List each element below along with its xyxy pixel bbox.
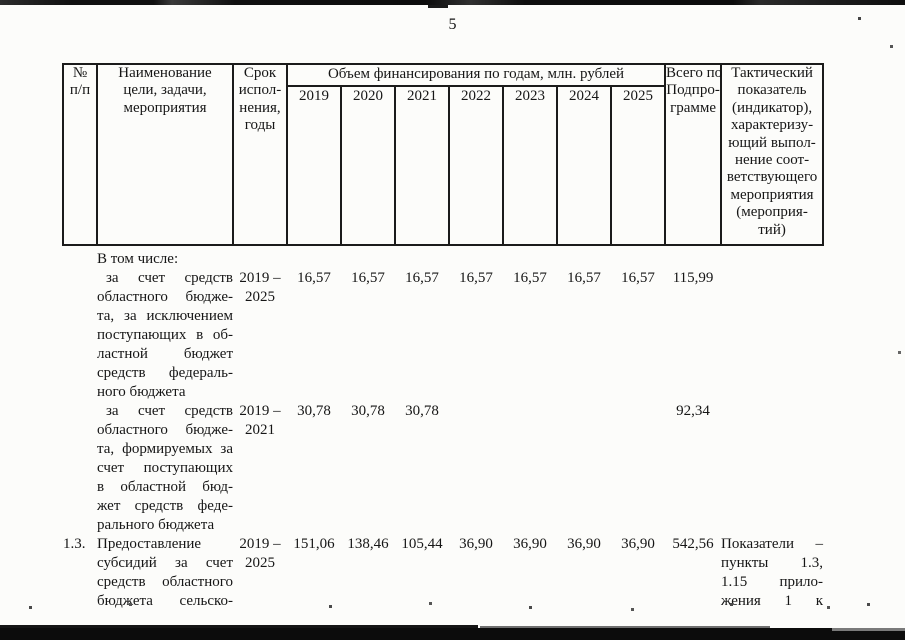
cell-year-value: 16,57 bbox=[621, 270, 655, 286]
cell-name: Предоставление субсидий за счет средств об… bbox=[97, 536, 233, 609]
cell-year-value: 30,78 bbox=[351, 403, 385, 419]
cell-name: за счет средств областного бюдже-та, за и… bbox=[97, 270, 233, 400]
cell-name: за счет средств областного бюдже-та, форм… bbox=[97, 403, 233, 533]
header-row-years: 2019 2020 2021 2022 2023 2024 2025 bbox=[63, 85, 823, 246]
cell-year-value: 36,90 bbox=[513, 536, 547, 552]
cell-year-value: 138,46 bbox=[347, 536, 389, 552]
cell-year-value bbox=[503, 402, 557, 535]
scan-artifact-speckles bbox=[0, 0, 1, 1]
table-body: В том числе: за счет средств областного б… bbox=[63, 245, 823, 611]
scan-artifact-top-bar bbox=[0, 0, 905, 5]
cell-year-value: 16,57 bbox=[297, 270, 331, 286]
group-label: В том числе: bbox=[97, 251, 179, 267]
cell-term bbox=[233, 245, 287, 269]
page-number: 5 bbox=[448, 16, 457, 33]
cell-year-value bbox=[557, 245, 611, 269]
cell-year-value: 16,57 bbox=[459, 270, 493, 286]
table-row-group-label: В том числе: bbox=[63, 245, 823, 269]
col-header-year-2020: 2020 bbox=[340, 85, 396, 246]
table-row-1-3-subsidies: 1.3. Предоставление субсидий за счет средс… bbox=[63, 535, 823, 611]
cell-total: 115,99 bbox=[672, 270, 714, 286]
cell-term: 2019 –2021 bbox=[239, 403, 281, 438]
cell-year-value: 36,90 bbox=[567, 536, 601, 552]
cell-number bbox=[63, 402, 97, 535]
cell-year-value bbox=[503, 245, 557, 269]
cell-year-value: 105,44 bbox=[401, 536, 443, 552]
cell-term: 2019 –2025 bbox=[239, 536, 281, 571]
cell-year-value bbox=[341, 245, 395, 269]
table-header: № п/п Наименование цели, задачи, мероприяти… bbox=[62, 63, 825, 246]
table-row-regional-budget: за счет средств областного бюдже-та, за и… bbox=[63, 269, 823, 402]
scan-artifact-bottom-bar bbox=[0, 625, 905, 640]
cell-term: 2019 –2025 bbox=[239, 270, 281, 305]
col-header-year-2025: 2025 bbox=[609, 85, 667, 246]
financing-table: № п/п Наименование цели, задачи, мероприяти… bbox=[62, 63, 825, 611]
col-header-name: Наименование цели, задачи, мероприятия bbox=[96, 63, 234, 246]
cell-year-value: 30,78 bbox=[297, 403, 331, 419]
col-header-year-2023: 2023 bbox=[502, 85, 558, 246]
cell-year-value: 36,90 bbox=[459, 536, 493, 552]
cell-number: 1.3. bbox=[63, 536, 86, 552]
cell-year-value bbox=[611, 402, 665, 535]
cell-year-value bbox=[449, 245, 503, 269]
col-header-total: Всего по Подпро-грамме bbox=[664, 63, 722, 246]
cell-year-value: 16,57 bbox=[351, 270, 385, 286]
col-header-year-2019: 2019 bbox=[286, 85, 342, 246]
cell-year-value bbox=[449, 402, 503, 535]
cell-total bbox=[665, 245, 721, 269]
cell-year-value: 16,57 bbox=[513, 270, 547, 286]
col-header-term: Срок испол-нения, годы bbox=[232, 63, 288, 246]
scan-artifact-smudge bbox=[428, 5, 448, 8]
col-header-indicator: Тактический показатель (индикатор), характе… bbox=[720, 63, 825, 246]
table-row-federal-funds: за счет средств областного бюдже-та, форм… bbox=[63, 402, 823, 535]
cell-year-value bbox=[557, 402, 611, 535]
cell-year-value: 16,57 bbox=[567, 270, 601, 286]
header-row-1: № п/п Наименование цели, задачи, мероприяти… bbox=[62, 63, 825, 246]
col-header-year-2022: 2022 bbox=[448, 85, 504, 246]
cell-indicator bbox=[721, 269, 823, 402]
col-header-year-2021: 2021 bbox=[394, 85, 450, 246]
cell-year-value: 36,90 bbox=[621, 536, 655, 552]
cell-indicator bbox=[721, 245, 823, 269]
cell-indicator bbox=[721, 402, 823, 535]
cell-indicator: Показатели – пункты 1.3, 1.15 прило-жения … bbox=[721, 536, 824, 609]
cell-number bbox=[63, 245, 97, 269]
cell-year-value: 16,57 bbox=[405, 270, 439, 286]
cell-total: 542,56 bbox=[672, 536, 714, 552]
cell-number bbox=[63, 269, 97, 402]
col-header-year-2024: 2024 bbox=[556, 85, 612, 246]
cell-year-value bbox=[287, 245, 341, 269]
cell-total: 92,34 bbox=[676, 403, 710, 419]
col-header-volume: Объем финансирования по годам, млн. рубл… bbox=[285, 63, 667, 87]
cell-year-value bbox=[611, 245, 665, 269]
cell-year-value bbox=[395, 245, 449, 269]
scan-artifact-bottom-gray bbox=[832, 628, 905, 631]
col-header-number: № п/п bbox=[62, 63, 98, 246]
cell-year-value: 151,06 bbox=[293, 536, 335, 552]
cell-year-value: 30,78 bbox=[405, 403, 439, 419]
